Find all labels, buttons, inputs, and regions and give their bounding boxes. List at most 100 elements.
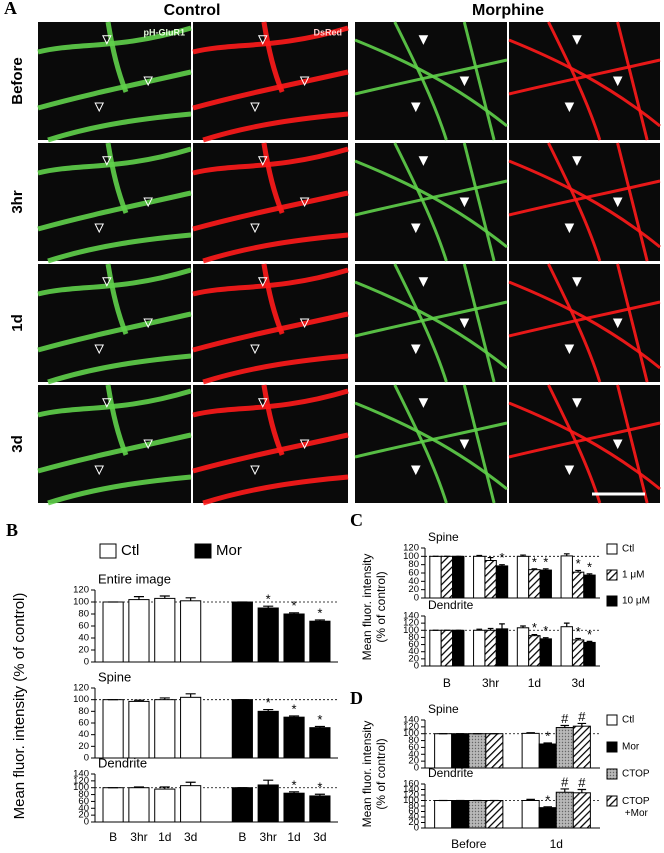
arrowhead xyxy=(459,197,470,208)
micrograph xyxy=(508,384,661,504)
y-tick-label: 60 xyxy=(408,639,419,650)
subplot-title: Spine xyxy=(98,669,131,684)
error-bar xyxy=(531,568,538,570)
bar xyxy=(495,565,509,599)
y-tick-label: 40 xyxy=(408,576,419,587)
subplot-title: Spine xyxy=(428,702,459,716)
arrowhead xyxy=(250,344,260,355)
y-tick-label: 40 xyxy=(408,646,419,657)
error-bar xyxy=(586,640,593,643)
y-tick-label: 80 xyxy=(78,706,89,717)
significance-marker: # xyxy=(578,709,586,724)
legend-swatch xyxy=(194,543,212,559)
legend-swatch xyxy=(99,543,117,559)
y-tick-label: 120 xyxy=(403,790,419,801)
significance-marker: * xyxy=(576,556,581,571)
dendrite xyxy=(393,142,448,262)
y-tick-label: 80 xyxy=(408,632,419,643)
bar xyxy=(560,626,573,667)
significance-marker: * xyxy=(545,728,550,743)
significance-marker: # xyxy=(578,775,586,790)
error-bar xyxy=(159,595,170,599)
error-bar xyxy=(526,798,535,801)
arrowhead xyxy=(143,439,153,450)
bar xyxy=(154,788,176,823)
error-bar xyxy=(159,786,170,790)
panel-label: B xyxy=(6,520,18,540)
x-tick-label: B xyxy=(238,830,246,844)
dendrite xyxy=(462,263,496,383)
dendrite xyxy=(47,353,192,385)
bar xyxy=(128,700,150,759)
error-bar xyxy=(542,568,549,571)
bar xyxy=(468,733,487,769)
x-tick-label: 3d xyxy=(184,830,197,844)
arrowhead xyxy=(299,318,310,329)
bar xyxy=(484,629,497,667)
bar xyxy=(180,600,202,663)
arrowhead xyxy=(572,156,582,166)
micrograph: DsRed xyxy=(192,21,349,143)
dendrite xyxy=(547,142,602,262)
error-bar xyxy=(499,623,505,629)
y-tick-label: 60 xyxy=(408,806,419,817)
dendrite xyxy=(393,384,448,504)
bar xyxy=(128,599,150,663)
bar xyxy=(516,555,530,599)
arrowhead xyxy=(410,465,421,476)
error-bar xyxy=(499,564,505,566)
bar xyxy=(440,629,454,667)
arrowhead xyxy=(410,223,421,234)
y-tick-label: 100 xyxy=(403,728,419,739)
group-title: Control xyxy=(164,2,221,19)
bar xyxy=(572,792,591,829)
legend-swatch xyxy=(606,569,618,581)
dendrite xyxy=(616,263,649,383)
error-bar xyxy=(520,625,526,628)
bar xyxy=(309,727,331,759)
bar xyxy=(283,792,305,823)
y-tick-label: 40 xyxy=(408,812,419,823)
y-tick-label: 100 xyxy=(403,625,419,636)
dendrite xyxy=(192,146,349,176)
x-tick-label: 1d xyxy=(287,830,300,844)
significance-marker: * xyxy=(292,777,297,792)
error-bar xyxy=(542,637,549,639)
y-tick-label: 120 xyxy=(403,618,419,629)
micrograph xyxy=(354,21,508,141)
error-bar xyxy=(543,742,552,744)
arrowhead xyxy=(102,398,112,408)
bar xyxy=(539,638,552,667)
x-tick-label: 3hr xyxy=(130,830,147,844)
error-bar xyxy=(314,619,325,622)
arrowhead xyxy=(94,223,105,234)
y-tick-label: 60 xyxy=(78,718,89,729)
dendrite xyxy=(202,232,349,264)
significance-marker: * xyxy=(317,780,322,795)
significance-marker: * xyxy=(499,550,504,565)
dendrite xyxy=(47,111,192,143)
significance-marker: * xyxy=(545,792,550,807)
panel-label: C xyxy=(350,510,363,530)
legend-swatch xyxy=(606,741,618,753)
bar xyxy=(257,710,279,759)
bar xyxy=(484,560,497,599)
micrograph xyxy=(508,263,661,383)
image-background xyxy=(509,143,660,261)
subplot-title: Spine xyxy=(428,530,459,544)
dendrites xyxy=(37,263,192,385)
y-tick-label: 120 xyxy=(73,775,89,786)
dendrite xyxy=(37,146,192,176)
arrowhead xyxy=(257,398,268,408)
bar xyxy=(451,800,470,829)
y-tick-label: 0 xyxy=(414,661,419,672)
bar xyxy=(434,733,453,769)
error-bar xyxy=(263,605,274,608)
y-tick-label: 140 xyxy=(403,784,419,795)
dendrites xyxy=(192,263,349,385)
y-tick-label: 80 xyxy=(408,559,419,570)
dendrites xyxy=(508,142,661,262)
dendrite xyxy=(37,25,192,55)
error-bar xyxy=(289,715,300,718)
dendrite xyxy=(354,300,508,338)
